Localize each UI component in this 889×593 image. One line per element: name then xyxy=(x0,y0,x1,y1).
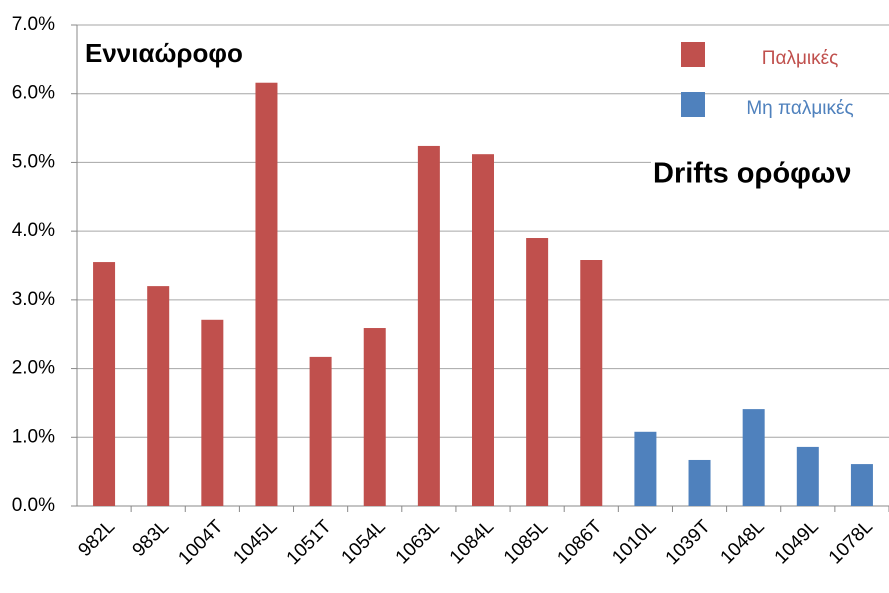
x-tick-label: 1039T xyxy=(662,516,715,569)
x-tick-label: 982L xyxy=(74,516,119,561)
legend-label: Μη παλμικές xyxy=(746,98,853,119)
x-tick-label: 1084L xyxy=(446,516,498,568)
legend-label: Παλμικές xyxy=(762,48,839,69)
legend-swatch xyxy=(681,42,705,67)
y-tick-label: 6.0% xyxy=(12,83,55,104)
y-tick-label: 4.0% xyxy=(12,220,55,241)
bar xyxy=(93,262,116,506)
annotation: Drifts ορόφων xyxy=(653,158,852,190)
y-tick-label: 2.0% xyxy=(12,358,55,379)
bar xyxy=(201,319,224,506)
x-tick-label: 1004T xyxy=(174,516,227,569)
bar xyxy=(742,409,765,506)
annotation-box xyxy=(83,30,253,80)
bar xyxy=(255,82,278,506)
x-tick-label: 1051T xyxy=(283,516,336,569)
annotation: Εννιαώροφο xyxy=(85,38,243,68)
bar xyxy=(796,446,819,506)
bar xyxy=(580,260,603,506)
x-tick-label: 1048L xyxy=(717,516,769,568)
bar xyxy=(147,286,170,506)
bar xyxy=(688,459,711,506)
x-tick-label: 1078L xyxy=(825,516,877,568)
y-tick-label: 0.0% xyxy=(12,495,55,516)
y-tick-label: 1.0% xyxy=(12,426,55,447)
bar xyxy=(309,356,332,506)
bar xyxy=(472,154,494,506)
bar xyxy=(850,464,873,506)
x-tick-label: 1086T xyxy=(553,516,606,569)
bar xyxy=(417,145,440,507)
bar xyxy=(526,238,549,506)
bar xyxy=(363,328,386,506)
x-tick-label: 983L xyxy=(129,516,174,561)
y-tick-label: 7.0% xyxy=(12,14,55,35)
x-tick-label: 1054L xyxy=(338,516,390,568)
x-tick-label: 1010L xyxy=(608,516,660,568)
bar xyxy=(634,431,657,506)
x-tick-label: 1063L xyxy=(392,516,444,568)
x-tick-label: 1045L xyxy=(229,516,281,568)
legend-swatch xyxy=(681,92,705,117)
y-tick-label: 5.0% xyxy=(12,151,55,172)
x-tick-label: 1085L xyxy=(500,516,552,568)
annotation-box xyxy=(651,152,889,198)
x-tick-label: 1049L xyxy=(771,516,823,568)
y-tick-label: 3.0% xyxy=(12,289,55,310)
